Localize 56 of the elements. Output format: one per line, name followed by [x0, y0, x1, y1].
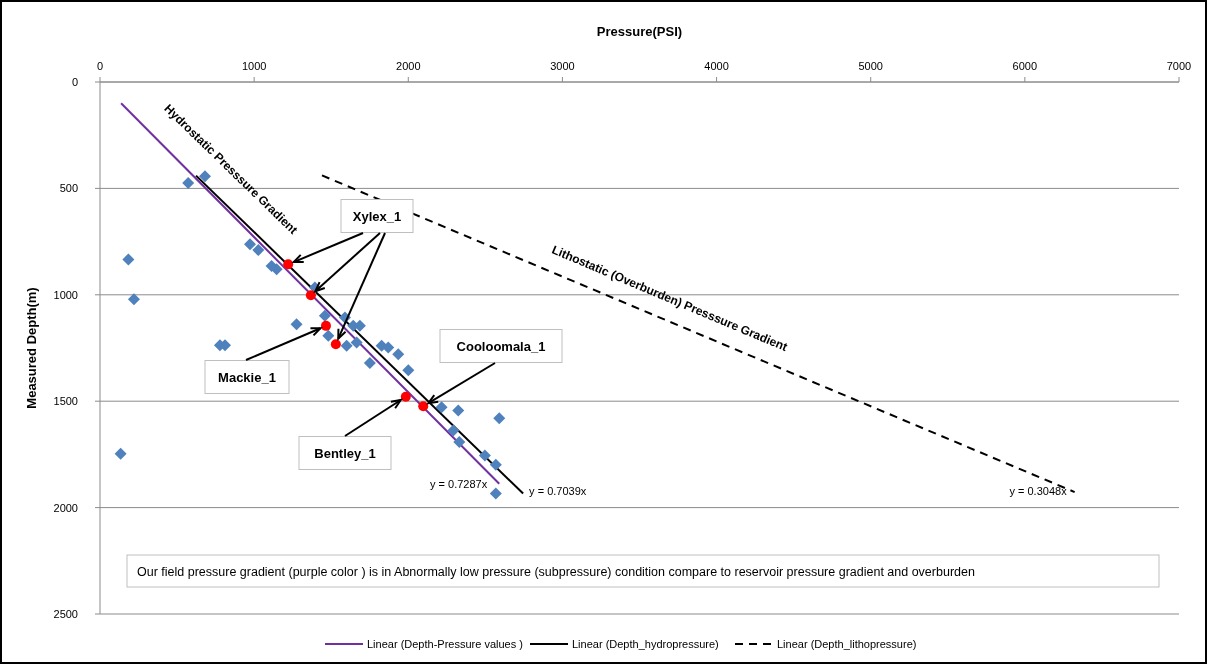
annotation: y = 0.7287x — [430, 477, 488, 490]
annotation: y = 0.7039x — [529, 484, 587, 497]
point — [283, 259, 294, 270]
point — [402, 364, 415, 377]
annotation: Mackie_1 — [218, 370, 276, 385]
annotation: Xylex_1 — [352, 209, 402, 224]
point — [489, 458, 502, 471]
y-tick-label: 500 — [59, 182, 78, 195]
point — [392, 348, 405, 361]
y-tick-label: 2500 — [53, 608, 78, 620]
point — [122, 253, 135, 266]
point — [320, 320, 331, 331]
point — [400, 391, 411, 402]
point — [452, 404, 465, 417]
point — [340, 339, 353, 352]
point — [182, 177, 195, 190]
x-tick-label: 5000 — [858, 60, 883, 72]
point — [489, 487, 502, 500]
legend-label: Linear (Depth_lithopressure) — [777, 638, 917, 650]
y-tick-label: 2000 — [53, 501, 78, 514]
x-tick-label: 2000 — [396, 60, 421, 72]
annotation: Bentley_1 — [314, 446, 376, 461]
x-tick-label: 3000 — [550, 60, 575, 72]
point — [252, 244, 265, 257]
point — [290, 318, 303, 331]
point — [318, 309, 331, 322]
x-tick-label: 4000 — [704, 60, 729, 72]
x-tick-label: 6000 — [1012, 60, 1038, 72]
y-tick-label: 1000 — [53, 288, 78, 301]
point — [350, 336, 363, 349]
x-tick-label: 1000 — [241, 60, 267, 72]
point — [243, 238, 256, 251]
point — [447, 424, 460, 437]
point — [198, 170, 211, 183]
point — [435, 401, 448, 414]
legend-label: Linear (Depth_hydropressure) — [572, 638, 719, 650]
point — [478, 449, 491, 462]
point — [305, 290, 316, 301]
legend-label: Linear (Depth-Pressure values ) — [367, 638, 523, 650]
x-tick-label: 7000 — [1166, 60, 1192, 72]
y-axis-title: Measured Depth(m) — [24, 287, 39, 409]
point — [330, 339, 341, 350]
annotation: Our field pressure gradient (purple color ) is in Abnormally low pressure (subpressure) condition compare to reservoir pressure gradient and overburden — [137, 565, 975, 579]
y-tick-label: 0 — [71, 76, 78, 88]
x-tick-label: 0 — [96, 60, 104, 72]
point — [114, 447, 127, 460]
annotation: Cooloomala_1 — [456, 339, 546, 354]
x-axis-title: Pressure(PSI) — [596, 24, 683, 39]
point — [127, 293, 140, 306]
point — [363, 357, 376, 370]
point — [322, 329, 335, 342]
point — [493, 412, 506, 425]
annotation: y = 0.3048x — [1009, 485, 1068, 498]
point — [453, 436, 466, 449]
y-tick-label: 1500 — [53, 395, 78, 408]
point — [418, 401, 429, 412]
